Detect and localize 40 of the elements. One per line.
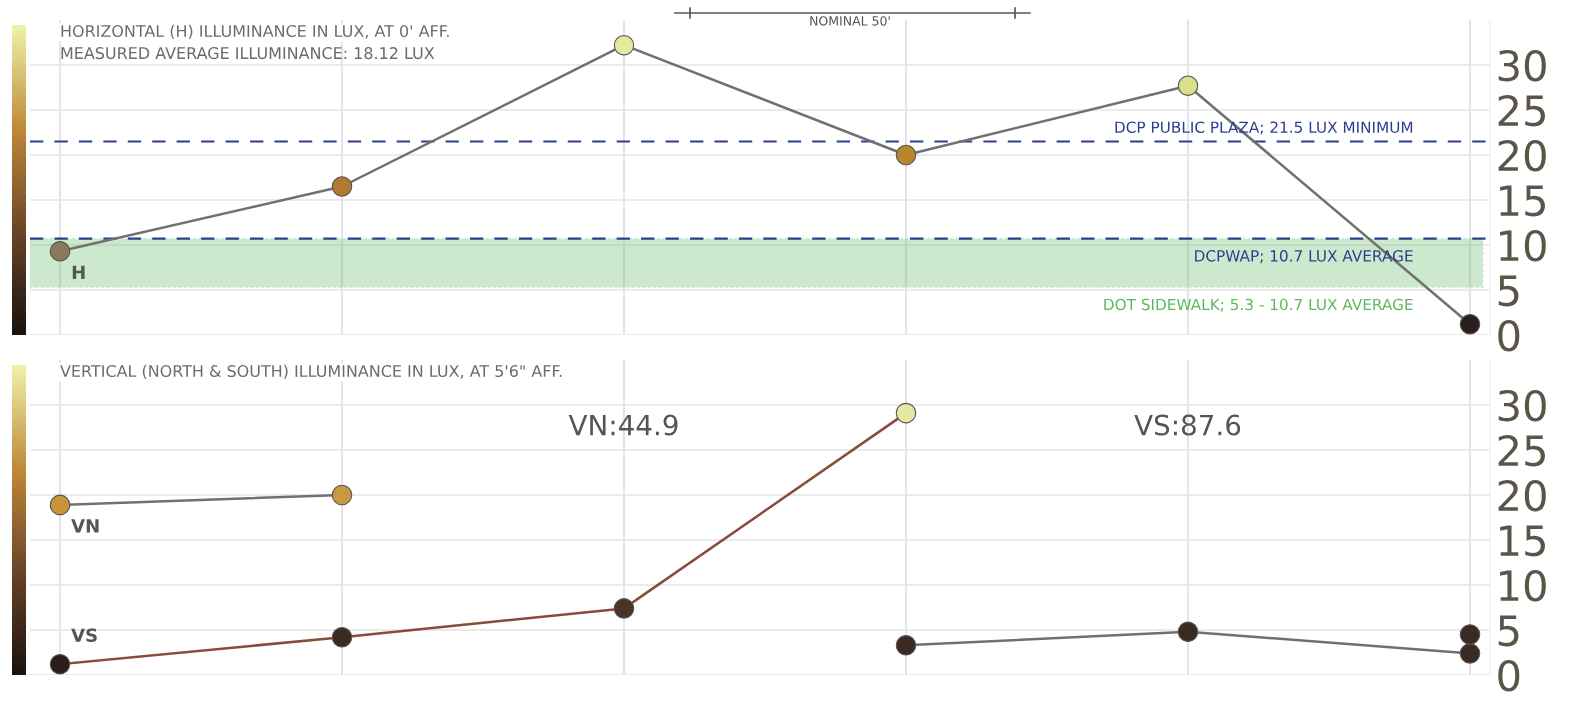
y-tick-label: 5 [1498,275,1519,307]
point [49,241,71,262]
y-tick-label: 30 [1498,49,1546,82]
point [613,34,635,56]
point [1459,643,1481,664]
y-tick-label: 0 [1498,319,1520,352]
series-label: VS [71,628,97,643]
chart-title: VERTICAL (NORTH & SOUTH) ILLUMINANCE IN LUX, AT 5'6" AFF. [60,364,562,379]
y-tick-label: 5 [1498,615,1519,647]
point [613,598,635,619]
chart-title: HORIZONTAL (H) ILLUMINANCE IN LUX, AT 0' AFF. [61,24,449,39]
point [1177,621,1199,643]
annotation: VS:87.6 [1134,414,1241,436]
y-tick-label: 10 [1500,569,1546,602]
y-tick-label: 30 [1498,389,1546,422]
point [331,176,353,197]
annotation: VN:44.9 [568,414,678,436]
point [1459,624,1481,645]
band-label: DOT SIDEWALK; 5.3 - 10.7 LUX AVERAGE [1104,298,1413,312]
point [895,402,917,424]
y-tick-label: 15 [1500,185,1545,217]
y-tick-label: 0 [1498,659,1520,692]
point [49,494,71,516]
series-label: H [72,265,85,279]
point [895,635,917,656]
point [49,653,71,675]
y-tick-label: 20 [1498,139,1546,172]
y-tick-label: 25 [1498,94,1545,127]
series-label: VN [71,519,99,533]
annotation: NOMINAL 50' [810,16,890,26]
y-tick-label: 20 [1498,479,1546,512]
y-tick-label: 25 [1498,434,1545,467]
point [895,144,917,166]
point [1177,75,1199,96]
point [331,484,353,506]
text: MEASURED AVERAGE ILLUMINANCE: 18.12 LUX [61,47,435,60]
y-tick-label: 10 [1500,229,1546,262]
y-tick-label: 15 [1500,525,1545,557]
point [331,626,353,648]
point [1459,313,1481,335]
